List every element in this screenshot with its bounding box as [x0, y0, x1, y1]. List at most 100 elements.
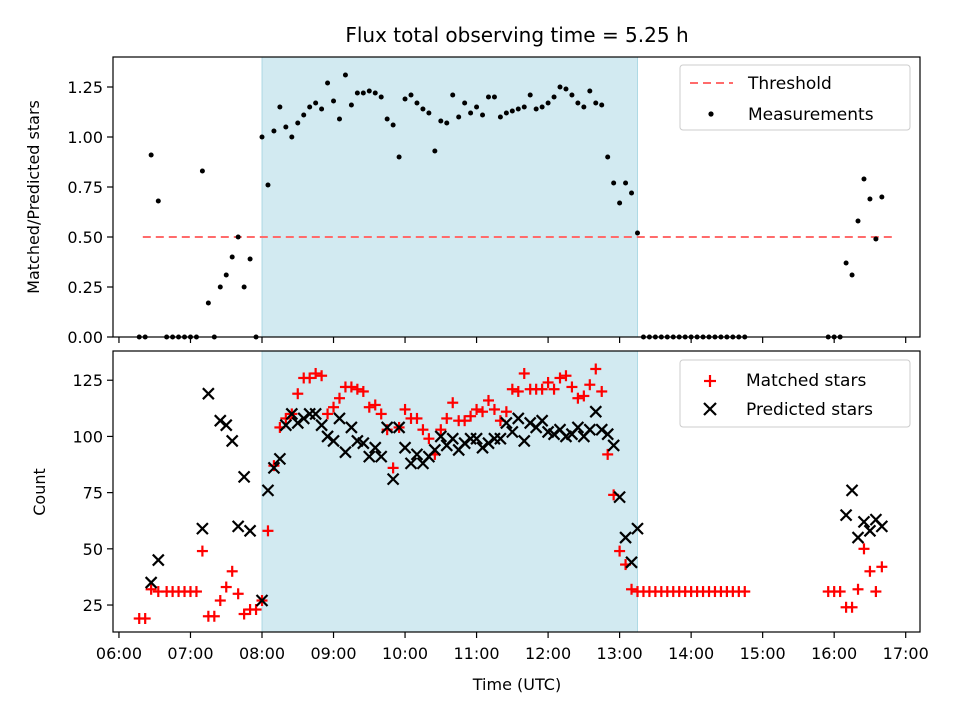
matched-star-point [226, 565, 238, 577]
matched-star-point [459, 415, 471, 427]
measurement-point [855, 218, 861, 224]
measurement-point [259, 134, 265, 140]
measurement-point [462, 100, 468, 106]
matched-star-point [351, 383, 363, 395]
measurement-point [354, 90, 360, 96]
measurement-point [301, 112, 307, 118]
x-tick-label: 11:00 [454, 644, 500, 663]
x-tick-label: 06:00 [96, 644, 142, 663]
matched-star-point [739, 586, 751, 598]
matched-star-point [417, 424, 429, 436]
predicted-star-point [625, 556, 638, 569]
matched-star-point [369, 399, 381, 411]
matched-star-point [316, 370, 328, 382]
predicted-star-point [279, 418, 293, 432]
measurement-point [426, 110, 432, 116]
measurement-point [384, 116, 390, 122]
predicted-star-point [613, 490, 626, 504]
predicted-star-point [327, 434, 340, 448]
measurement-point [545, 100, 551, 106]
chart-title: Flux total observing time = 5.25 h [345, 23, 688, 47]
top-x-ticks [118, 337, 907, 343]
x-tick-label: 12:00 [525, 644, 571, 663]
measurement-point [408, 92, 414, 98]
measurement-point [617, 200, 623, 206]
predicted-star-point [446, 432, 460, 445]
x-tick-label: 10:00 [382, 644, 428, 663]
predicted-star-point [589, 405, 603, 418]
predicted-star-point [225, 434, 239, 448]
matched-star-point [560, 370, 572, 382]
measurement-point [533, 106, 539, 112]
bottom-plot-frame [112, 350, 921, 633]
predicted-star-point [631, 522, 644, 535]
measurement-point [414, 100, 420, 106]
matched-star-point [512, 385, 524, 397]
predicted-star-point [851, 531, 865, 544]
measurement-point [148, 152, 154, 158]
top-y-tick-label: 0.00 [67, 328, 103, 347]
matched-star-point [238, 608, 250, 620]
measurement-points [136, 72, 885, 340]
matched-star-point [304, 372, 316, 384]
measurement-point [223, 272, 229, 278]
bottom-panel: 25 50 75 100 125 06:00 07:00 08:00 09:00 10:00 11… [30, 350, 929, 694]
measurement-point [480, 112, 486, 118]
matched-star-point [375, 408, 387, 420]
matched-star-point [536, 383, 548, 395]
matched-star-point [578, 390, 590, 402]
top-y-tick-label: 0.75 [67, 178, 103, 197]
top-plot-frame [112, 56, 921, 338]
predicted-star-point [368, 441, 382, 454]
predicted-star-point [863, 524, 877, 538]
matched-star-point [584, 379, 596, 391]
measurement-point [509, 108, 515, 114]
legend-threshold-label: Threshold [747, 74, 832, 94]
matched-star-point [566, 381, 578, 393]
predicted-star-point [231, 520, 245, 533]
measurement-point [432, 148, 438, 154]
matched-star-point [363, 401, 375, 413]
predicted-star-point [535, 414, 549, 427]
measurement-point [527, 92, 533, 98]
measurement-point [551, 94, 557, 100]
measurement-point [450, 92, 456, 98]
measurement-point [599, 102, 605, 108]
matched-star-point [208, 610, 220, 622]
measurement-point [271, 128, 277, 134]
bottom-y-tick-label: 100 [72, 427, 103, 446]
bottom-observing-window [261, 350, 638, 633]
measurement-point [366, 88, 372, 94]
predicted-star-point [494, 432, 507, 445]
top-y-axis-label: Matched/Predicted stars [24, 100, 43, 294]
predicted-star-point [607, 439, 620, 452]
measurement-point [307, 104, 313, 110]
predicted-star-point [512, 412, 525, 425]
measurement-point [539, 104, 545, 110]
measurement-point [593, 100, 599, 106]
measurement-point [402, 96, 408, 102]
legend-matched-swatch [704, 375, 716, 387]
matched-star-point [596, 385, 608, 397]
matched-stars-points [133, 363, 888, 625]
measurement-point [575, 100, 581, 106]
x-tick-label: 13:00 [597, 644, 643, 663]
matched-star-point [322, 408, 334, 420]
legend-predicted-label: Predicted stars [746, 400, 873, 420]
measurement-point [474, 104, 480, 110]
matched-star-point [482, 394, 494, 406]
bottom-legend-box [679, 359, 911, 428]
measurement-point [485, 94, 491, 100]
measurement-point [247, 256, 253, 262]
legend-matched-label: Matched stars [746, 371, 866, 391]
matched-star-point [333, 392, 345, 404]
measurement-point [569, 92, 575, 98]
matched-star-point [435, 424, 447, 436]
bottom-y-tick-label: 125 [72, 371, 103, 390]
matched-star-point [602, 448, 614, 460]
matched-star-point [357, 385, 369, 397]
measurement-point [623, 180, 629, 186]
measurement-point [420, 106, 426, 112]
matched-star-point [500, 406, 512, 418]
